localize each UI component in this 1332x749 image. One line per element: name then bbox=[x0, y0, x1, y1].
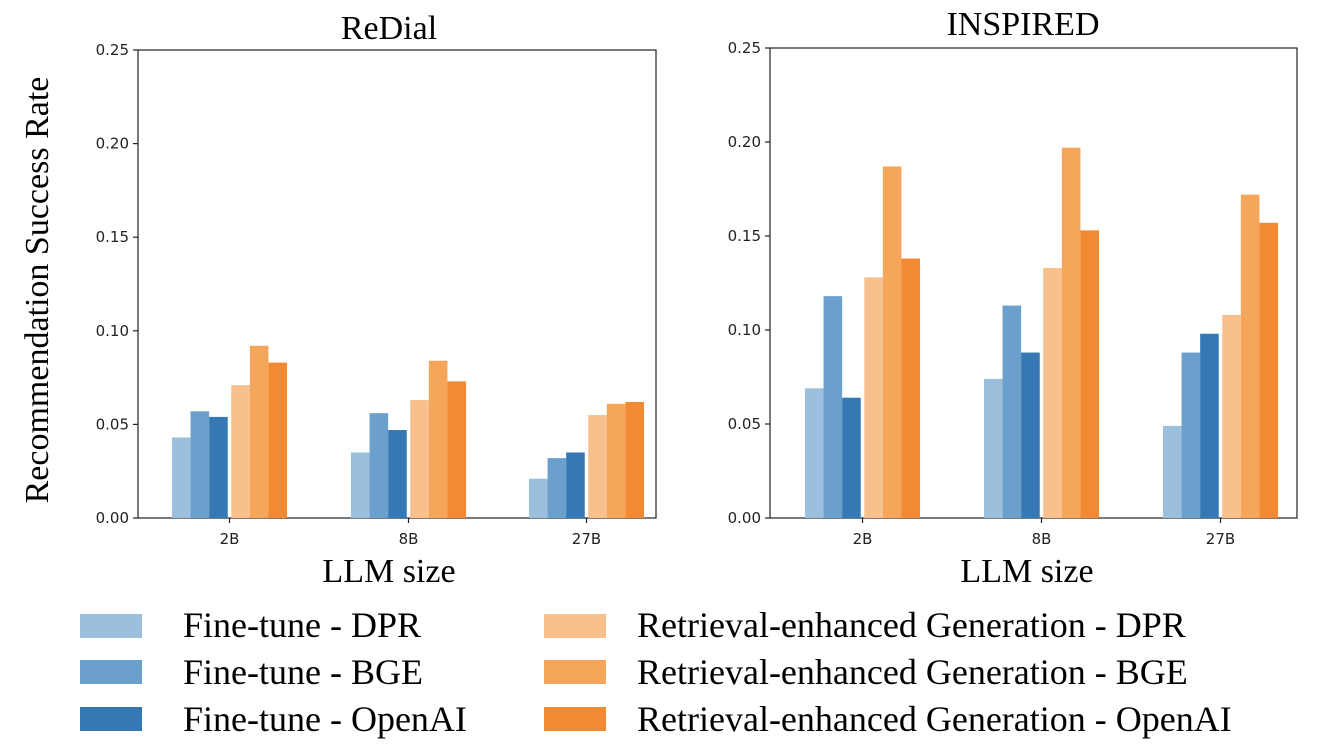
inspired-bars bbox=[804, 147, 1279, 519]
redial-y-tick-label: 0.10 bbox=[96, 322, 129, 340]
redial-bar-8b-finetune-bge bbox=[369, 413, 389, 518]
legend-label-reg-bge: Retrieval-enhanced Generation - BGE bbox=[637, 652, 1188, 692]
redial-bar-8b-reg-openai bbox=[447, 381, 467, 518]
redial-y-tick-label: 0.20 bbox=[96, 135, 129, 153]
inspired-title: INSPIRED bbox=[946, 6, 1099, 43]
legend-swatch-finetune-dpr bbox=[80, 614, 142, 638]
redial-bar-27b-finetune-bge bbox=[547, 458, 567, 518]
inspired-bar-2b-reg-openai bbox=[901, 258, 921, 518]
inspired-y-tick-label: 0.15 bbox=[728, 227, 761, 245]
redial-y-ticks: 0.00 0.05 0.10 0.15 0.20 0.25 bbox=[96, 41, 138, 527]
redial-x-axis-label: LLM size bbox=[322, 553, 455, 590]
inspired-y-tick-label: 0.25 bbox=[728, 39, 761, 57]
inspired-bar-8b-reg-bge bbox=[1061, 147, 1081, 518]
legend-label-reg-dpr: Retrieval-enhanced Generation - DPR bbox=[637, 605, 1186, 645]
redial-bar-8b-reg-dpr bbox=[410, 400, 429, 518]
redial-bar-27b-reg-bge bbox=[606, 403, 626, 518]
redial-bar-2b-reg-dpr bbox=[231, 385, 250, 518]
redial-bar-8b-finetune-dpr bbox=[350, 452, 370, 518]
redial-bar-8b-finetune-openai bbox=[388, 430, 407, 518]
inspired-bar-27b-finetune-openai bbox=[1200, 333, 1219, 518]
legend-swatch-reg-bge bbox=[544, 660, 606, 684]
inspired-bar-27b-reg-openai bbox=[1259, 222, 1279, 518]
legend-label-finetune-bge: Fine-tune - BGE bbox=[183, 652, 423, 692]
redial-title: ReDial bbox=[341, 10, 437, 47]
legend-swatch-finetune-openai bbox=[80, 707, 142, 731]
inspired-panel: INSPIRED 0.00 0.05 0.10 0.15 0.20 0.25 2B 8B 27… bbox=[728, 6, 1298, 590]
y-axis-label: Recommendation Success Rate bbox=[19, 77, 56, 504]
inspired-bar-8b-reg-openai bbox=[1080, 230, 1100, 519]
redial-y-tick-label: 0.00 bbox=[96, 509, 129, 527]
redial-bar-27b-reg-dpr bbox=[588, 415, 607, 518]
legend: Fine-tune - DPR Fine-tune - BGE Fine-tun… bbox=[80, 605, 1232, 739]
redial-x-tick-label: 27B bbox=[572, 530, 601, 548]
inspired-y-tick-label: 0.00 bbox=[728, 509, 761, 527]
inspired-x-tick-label: 27B bbox=[1206, 530, 1235, 548]
redial-bar-2b-finetune-openai bbox=[209, 416, 228, 518]
legend-label-reg-openai: Retrieval-enhanced Generation - OpenAI bbox=[637, 699, 1232, 739]
inspired-x-ticks: 2B 8B 27B bbox=[853, 518, 1235, 548]
redial-bar-2b-reg-openai bbox=[268, 362, 288, 518]
redial-panel: ReDial 0.000.050.100.150.200.25 2B 8B 27B … bbox=[96, 10, 657, 590]
inspired-bar-2b-finetune-openai bbox=[842, 397, 861, 518]
redial-bar-8b-reg-bge bbox=[428, 360, 448, 518]
legend-label-finetune-openai: Fine-tune - OpenAI bbox=[183, 699, 467, 739]
inspired-bar-27b-finetune-dpr bbox=[1162, 425, 1182, 518]
legend-label-finetune-dpr: Fine-tune - DPR bbox=[183, 605, 421, 645]
redial-bar-27b-reg-openai bbox=[625, 401, 645, 518]
inspired-y-tick-label: 0.10 bbox=[728, 321, 761, 339]
inspired-bar-27b-reg-bge bbox=[1240, 194, 1260, 518]
redial-y-tick-label: 0.05 bbox=[96, 415, 129, 433]
inspired-bar-2b-finetune-bge bbox=[823, 296, 843, 518]
redial-y-tick-label: 0.25 bbox=[96, 41, 129, 59]
redial-bar-2b-finetune-dpr bbox=[171, 437, 191, 518]
redial-bar-2b-finetune-bge bbox=[190, 411, 210, 518]
redial-bar-27b-finetune-openai bbox=[566, 452, 585, 518]
inspired-bar-8b-finetune-dpr bbox=[983, 378, 1003, 518]
redial-bars bbox=[171, 345, 645, 518]
inspired-x-tick-label: 2B bbox=[853, 530, 873, 548]
legend-swatch-reg-dpr bbox=[544, 614, 606, 638]
inspired-bar-27b-finetune-bge bbox=[1181, 352, 1201, 518]
legend-swatch-finetune-bge bbox=[80, 660, 142, 684]
redial-y-tick-label: 0.15 bbox=[96, 228, 129, 246]
redial-x-tick-label: 8B bbox=[399, 530, 419, 548]
inspired-bar-2b-finetune-dpr bbox=[804, 388, 824, 518]
inspired-bar-2b-reg-bge bbox=[882, 166, 902, 518]
inspired-bar-27b-reg-dpr bbox=[1222, 314, 1241, 518]
inspired-y-tick-label: 0.20 bbox=[728, 133, 761, 151]
inspired-bar-2b-reg-dpr bbox=[864, 277, 883, 518]
redial-x-ticks: 2B 8B 27B bbox=[220, 518, 601, 548]
legend-swatch-reg-openai bbox=[544, 707, 606, 731]
inspired-y-tick-label: 0.05 bbox=[728, 415, 761, 433]
inspired-bar-8b-finetune-bge bbox=[1002, 305, 1022, 518]
inspired-bar-8b-finetune-openai bbox=[1021, 352, 1040, 518]
redial-bar-2b-reg-bge bbox=[249, 345, 269, 518]
inspired-y-ticks: 0.00 0.05 0.10 0.15 0.20 0.25 bbox=[728, 39, 770, 527]
inspired-x-tick-label: 8B bbox=[1032, 530, 1052, 548]
inspired-x-axis-label: LLM size bbox=[960, 553, 1093, 590]
redial-x-tick-label: 2B bbox=[220, 530, 240, 548]
inspired-bar-8b-reg-dpr bbox=[1043, 267, 1062, 518]
redial-bar-27b-finetune-dpr bbox=[528, 478, 548, 518]
